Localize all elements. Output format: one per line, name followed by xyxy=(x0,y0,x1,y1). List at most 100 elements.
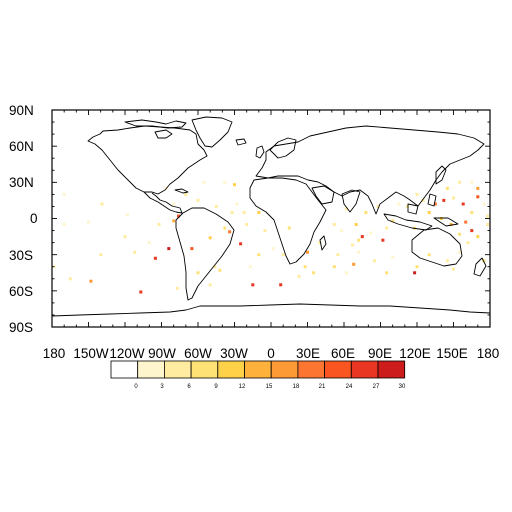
data-cell xyxy=(62,223,66,226)
data-cell xyxy=(476,195,480,199)
data-cell xyxy=(376,204,380,208)
data-cell xyxy=(332,223,336,226)
data-cell xyxy=(196,198,200,202)
coastline-madagascar xyxy=(319,235,327,251)
lon-label: 90E xyxy=(368,346,392,361)
lat-label: 60S xyxy=(9,284,33,299)
data-cell xyxy=(100,202,104,206)
lat-label: 90N xyxy=(9,103,34,118)
data-cell xyxy=(271,247,275,251)
data-cell xyxy=(385,226,389,230)
data-cell xyxy=(470,211,474,214)
colorbar-labels: 0 3 6 9 12 15 18 21 24 27 30 xyxy=(134,384,406,390)
lon-label: 30W xyxy=(220,346,248,361)
data-cell xyxy=(357,250,361,254)
data-cell xyxy=(427,253,431,257)
data-cell xyxy=(470,229,474,233)
axis-ticks xyxy=(51,109,491,328)
data-cell xyxy=(213,265,217,269)
colorbar-label: 9 xyxy=(214,384,218,390)
data-cell xyxy=(306,250,309,254)
data-cell xyxy=(344,207,348,211)
data-cell xyxy=(279,283,283,287)
data-cell xyxy=(196,271,200,275)
data-cell xyxy=(281,253,285,257)
colorbar-label: 21 xyxy=(319,384,326,390)
lon-label: 120E xyxy=(399,346,431,361)
data-cell xyxy=(369,231,373,235)
data-cell xyxy=(413,271,417,275)
lat-label: 30N xyxy=(9,175,34,190)
data-cell xyxy=(357,238,361,242)
data-cell xyxy=(230,211,234,214)
data-cell xyxy=(381,238,385,242)
colorbar-swatch xyxy=(324,360,352,379)
data-cell xyxy=(190,247,194,251)
data-cell xyxy=(385,271,389,275)
data-cell xyxy=(172,219,176,223)
coastline-greenland xyxy=(191,116,233,148)
data-cell xyxy=(354,223,358,226)
data-cell xyxy=(303,265,307,269)
data-cell xyxy=(461,202,465,206)
data-cell xyxy=(239,242,243,246)
data-cell xyxy=(486,223,490,226)
coastline-eurasia xyxy=(255,125,485,215)
colorbar-swatch xyxy=(137,360,165,379)
data-cell xyxy=(452,196,455,200)
data-cell xyxy=(433,202,437,206)
data-cell xyxy=(248,265,252,269)
lon-label: 150E xyxy=(436,346,468,361)
data-cell xyxy=(449,223,453,226)
data-cell xyxy=(482,202,486,206)
data-cell xyxy=(223,180,227,184)
data-cell xyxy=(228,230,232,234)
lon-label: 30E xyxy=(296,346,320,361)
data-cell xyxy=(89,279,93,283)
coastline-australia xyxy=(411,227,463,267)
data-cell xyxy=(175,286,179,290)
data-cell xyxy=(172,202,176,206)
data-cell xyxy=(452,267,455,271)
data-cell xyxy=(297,274,301,278)
lon-label: 0 xyxy=(267,346,275,361)
data-cell xyxy=(62,192,66,196)
data-cell xyxy=(364,211,368,214)
colorbar-label: 24 xyxy=(346,384,353,390)
lon-label: 120W xyxy=(109,346,145,361)
data-cell xyxy=(458,232,462,236)
data-cell xyxy=(208,236,212,240)
colorbar-label: 15 xyxy=(266,384,273,390)
coastlines xyxy=(51,116,491,317)
data-cell xyxy=(312,271,316,275)
coastline-scandinavia xyxy=(269,137,297,159)
data-cells xyxy=(52,180,490,294)
colorbar-swatch xyxy=(217,360,245,379)
lat-label: 0 xyxy=(30,211,38,226)
data-cell xyxy=(245,223,249,226)
data-cell xyxy=(208,283,212,287)
data-cell xyxy=(482,259,486,263)
coastline-japan xyxy=(435,165,447,185)
data-cell xyxy=(458,180,462,184)
colorbar-swatch xyxy=(270,360,299,379)
data-cell xyxy=(336,253,340,257)
data-cell xyxy=(99,253,103,257)
data-cell xyxy=(415,192,419,196)
coastline-north-america xyxy=(87,125,208,195)
colorbar-label: 3 xyxy=(160,384,164,390)
data-cell xyxy=(442,198,446,202)
colorbar-swatch xyxy=(163,360,192,379)
data-cell xyxy=(470,180,474,184)
data-cell xyxy=(466,241,470,245)
latitude-labels: 90N 60N 30N 0 30S 60S 90S xyxy=(9,103,38,335)
coastline-arctic-islands xyxy=(124,119,187,129)
data-cell xyxy=(242,211,246,214)
data-cell xyxy=(318,241,322,245)
colorbar-label: 18 xyxy=(293,384,300,390)
colorbar-swatch xyxy=(297,360,325,379)
colorbar-label: 12 xyxy=(239,384,246,390)
data-cell xyxy=(251,283,255,287)
data-cell xyxy=(476,186,480,190)
